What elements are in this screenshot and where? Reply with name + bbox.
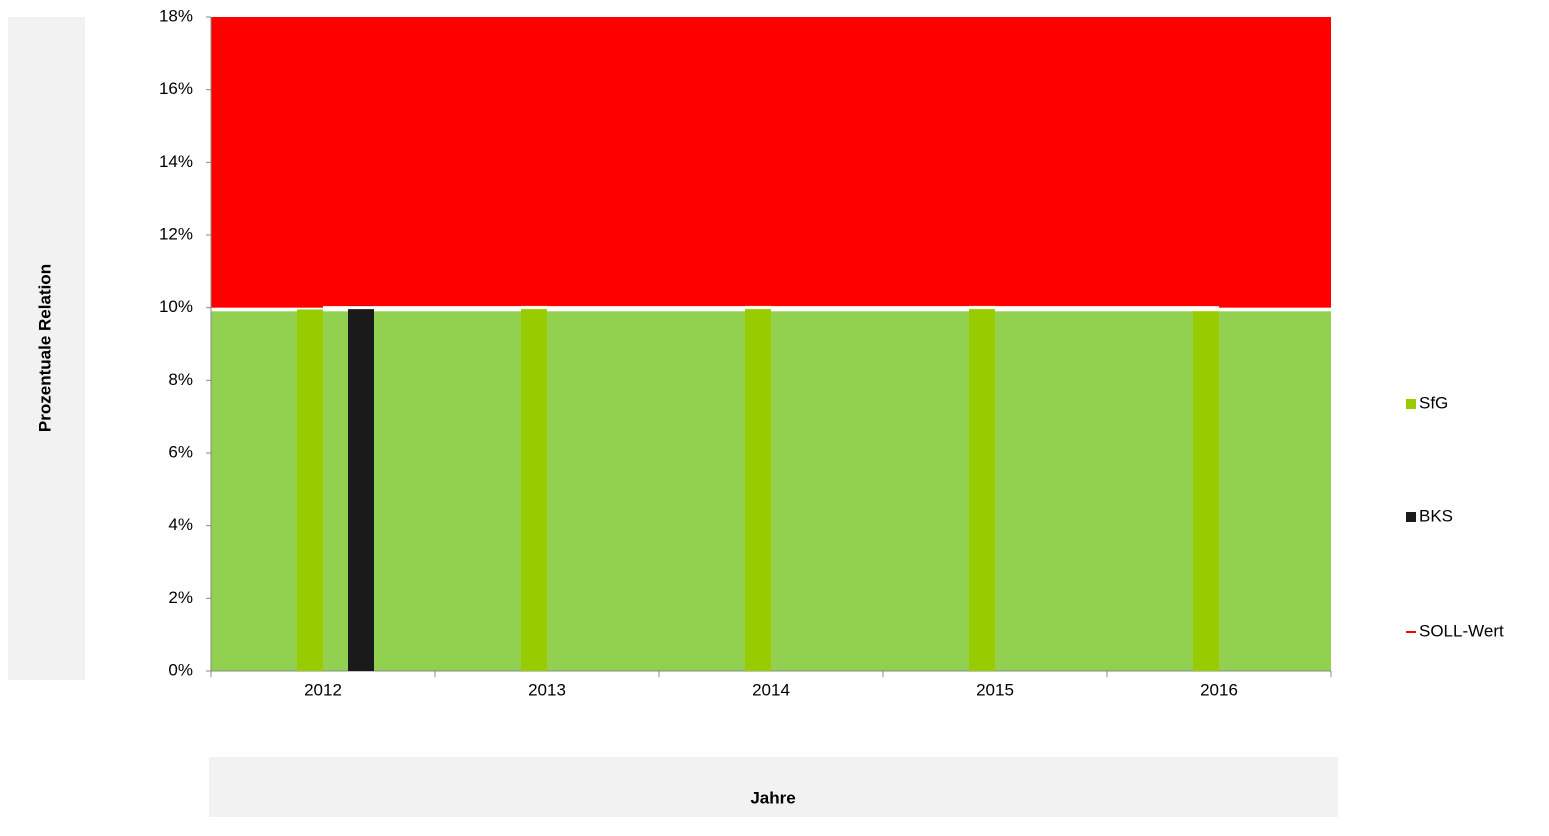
y-axis-title-box [8, 17, 85, 680]
y-tick-label: 10% [159, 297, 193, 316]
legend-label: SOLL-Wert [1419, 621, 1504, 640]
x-axis-title-box [209, 757, 1338, 817]
bar [969, 305, 995, 671]
y-tick-label: 6% [168, 442, 193, 461]
y-tick-label: 18% [159, 6, 193, 25]
bar [297, 309, 323, 671]
y-tick-label: 12% [159, 224, 193, 243]
y-axis-title: Prozentuale Relation [35, 264, 54, 432]
zone-band [211, 17, 1331, 308]
y-tick-label: 0% [168, 660, 193, 679]
y-tick-label: 16% [159, 79, 193, 98]
x-axis-title: Jahre [750, 788, 795, 807]
x-tick-label: 2013 [528, 680, 566, 699]
legend-label: BKS [1419, 506, 1453, 525]
y-tick-label: 4% [168, 515, 193, 534]
y-tick-label: 8% [168, 370, 193, 389]
x-tick-label: 2015 [976, 680, 1014, 699]
x-tick-label: 2012 [304, 680, 342, 699]
y-tick-label: 14% [159, 152, 193, 171]
legend-label: SfG [1419, 393, 1448, 412]
legend-swatch [1406, 512, 1416, 522]
bar [745, 305, 771, 671]
x-tick-label: 2016 [1200, 680, 1238, 699]
bar [521, 305, 547, 671]
y-tick-label: 2% [168, 588, 193, 607]
legend-swatch [1406, 399, 1416, 409]
x-tick-label: 2014 [752, 680, 790, 699]
bar [348, 305, 374, 671]
bar [1193, 311, 1219, 671]
